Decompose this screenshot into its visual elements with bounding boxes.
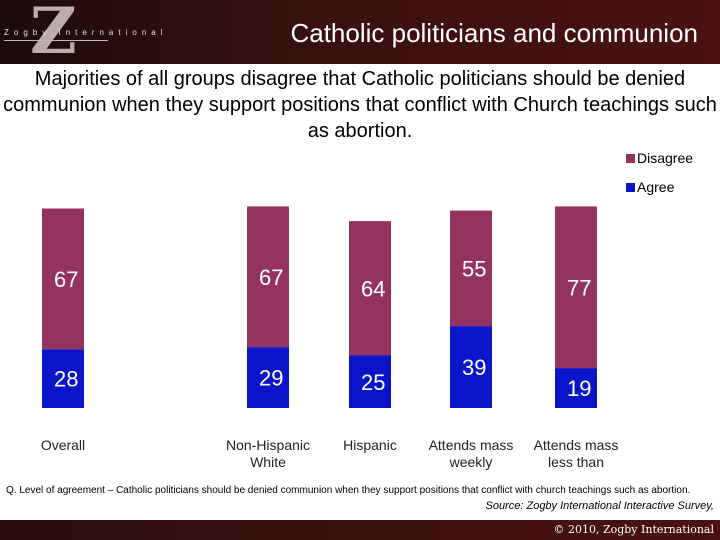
bar-agree-2 — [349, 355, 391, 408]
bar-disagree-3 — [450, 210, 492, 327]
bar-agree-4 — [555, 368, 597, 408]
tick-label-0: Overall — [41, 437, 85, 453]
legend-swatch-agree — [626, 183, 635, 192]
chart-legend: Disagree Agree — [626, 150, 693, 195]
bar-disagree-2 — [349, 221, 391, 356]
label-agree-4: 19 — [567, 376, 591, 401]
logo-divider — [4, 40, 108, 41]
legend-label-agree: Agree — [637, 179, 675, 195]
copyright-text: © 2010, Zogby International — [553, 523, 714, 536]
survey-question: Q. Level of agreement – Catholic politic… — [6, 485, 691, 496]
bar-agree-0 — [42, 349, 84, 408]
chart-subtitle: Majorities of all groups disagree that C… — [3, 68, 717, 142]
legend-label-disagree: Disagree — [637, 150, 693, 166]
label-agree-1: 29 — [259, 366, 283, 391]
x-axis-tick-labels: Overall Non-Hispanic White Hispanic Attends … — [41, 437, 619, 470]
label-disagree-4: 77 — [567, 275, 591, 300]
label-disagree-1: 67 — [259, 265, 283, 290]
bar-value-labels: 28 67 29 67 25 64 39 55 19 77 — [54, 256, 591, 401]
label-agree-0: 28 — [54, 367, 78, 392]
label-agree-3: 39 — [462, 355, 486, 380]
zogby-logo-mark: Z — [30, 0, 77, 64]
tick-label-1: Non-Hispanic White — [226, 437, 310, 470]
bar-agree-1 — [247, 347, 289, 408]
bar-disagree-4 — [555, 206, 597, 369]
stacked-bar-chart: 28 67 29 67 25 64 39 55 19 77 Overall Non-Hispanic… — [41, 150, 693, 470]
bar-agree-3 — [450, 326, 492, 408]
slide-title: Catholic politicians and communion — [290, 18, 698, 48]
legend-swatch-disagree — [626, 154, 635, 163]
source-note: Source: Zogby International Interactive … — [485, 500, 714, 512]
tick-label-3: Attends mass weekly — [429, 437, 514, 470]
footer-banner: © 2010, Zogby International — [0, 520, 720, 540]
zogby-logo-wordmark: Zogby International — [4, 28, 168, 37]
label-disagree-2: 64 — [361, 276, 385, 301]
label-disagree-3: 55 — [462, 256, 486, 281]
bar-group — [42, 206, 597, 408]
label-agree-2: 25 — [361, 370, 385, 395]
header-banner: Z Zogby International Catholic politicia… — [0, 0, 720, 64]
tick-label-2: Hispanic — [343, 437, 397, 453]
label-disagree-0: 67 — [54, 267, 78, 292]
bar-disagree-1 — [247, 206, 289, 348]
bar-disagree-0 — [42, 208, 84, 350]
